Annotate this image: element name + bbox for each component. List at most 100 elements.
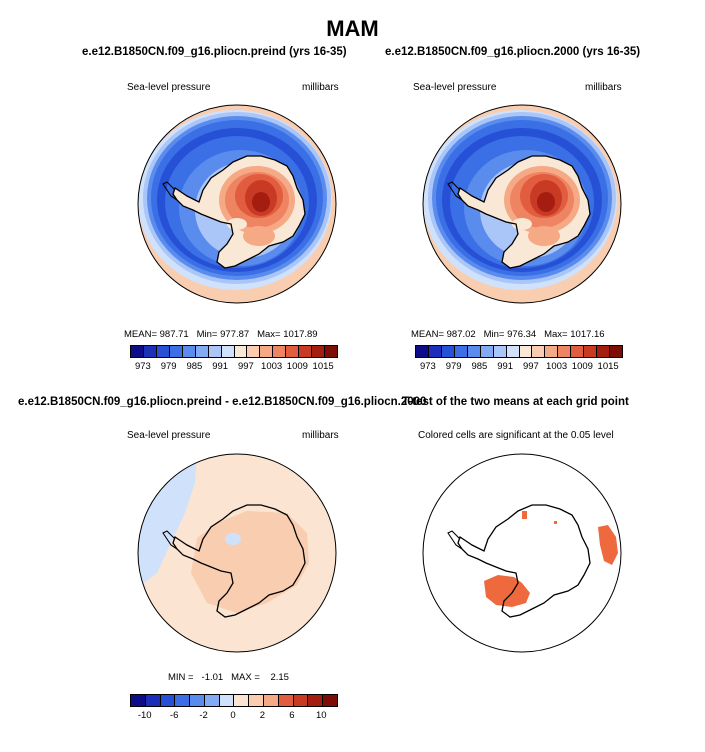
p3-units-label: millibars bbox=[302, 430, 339, 441]
colorbar-box bbox=[428, 346, 442, 357]
colorbar-tick-label: 991 bbox=[212, 361, 229, 372]
colorbar-box bbox=[312, 346, 326, 357]
colorbar-tick-label: 2 bbox=[259, 710, 266, 721]
colorbar-box bbox=[519, 346, 533, 357]
colorbar-box bbox=[175, 695, 191, 706]
colorbar-tick-label: 1009 bbox=[286, 361, 308, 372]
colorbar-box bbox=[571, 346, 585, 357]
map-boundary bbox=[422, 104, 622, 304]
colorbar-box bbox=[131, 346, 144, 357]
colorbar-box bbox=[264, 695, 279, 706]
map-boundary bbox=[137, 453, 337, 653]
colorbar-box bbox=[558, 346, 572, 357]
significant-region bbox=[554, 521, 557, 524]
peninsula-coastline bbox=[447, 181, 463, 201]
colorbar-tick-label: 973 bbox=[419, 361, 436, 372]
peninsula-coastline bbox=[162, 530, 178, 550]
map-boundary bbox=[422, 453, 622, 653]
p2-variable-label: Sea-level pressure bbox=[413, 82, 497, 93]
colorbar-box bbox=[221, 346, 235, 357]
p1-mean-value: 987.71 bbox=[159, 329, 189, 340]
p2-mean-label: MEAN= bbox=[411, 329, 444, 340]
significant-region bbox=[598, 525, 618, 565]
peninsula-coastline bbox=[162, 181, 178, 201]
colorbar-box bbox=[247, 346, 261, 357]
ttest-title: T-test of the two means at each grid poi… bbox=[402, 396, 629, 408]
colorbar-tick-label: -10 bbox=[137, 710, 152, 721]
colorbar-box bbox=[584, 346, 598, 357]
colorbar-box bbox=[260, 346, 274, 357]
antarctica-coastline bbox=[172, 155, 306, 269]
colorbar-tick-label: 997 bbox=[522, 361, 539, 372]
p1-mean-label: MEAN= bbox=[124, 329, 157, 340]
colorbar-box bbox=[441, 346, 455, 357]
p3-max-label: MAX = bbox=[231, 672, 260, 683]
colorbar-box bbox=[480, 346, 494, 357]
p2-colorbar bbox=[415, 345, 623, 358]
colorbar-box bbox=[204, 695, 220, 706]
colorbar-box bbox=[493, 346, 507, 357]
peninsula-coastline bbox=[447, 530, 463, 550]
difference-title: e.e12.B1850CN.f09_g16.pliocn.preind - e.… bbox=[18, 396, 427, 408]
field-contour bbox=[537, 192, 555, 212]
colorbar-box bbox=[286, 346, 300, 357]
colorbar-box bbox=[293, 695, 309, 706]
p1-variable-label: Sea-level pressure bbox=[127, 82, 211, 93]
p3-min-label: MIN = bbox=[168, 672, 194, 683]
p2-min-label: Min= bbox=[483, 329, 505, 340]
antarctica-coastline bbox=[457, 504, 591, 618]
p3-colorbar bbox=[130, 694, 338, 707]
colorbar-tick-label: 973 bbox=[134, 361, 151, 372]
colorbar-box bbox=[234, 346, 248, 357]
colorbar-box bbox=[219, 695, 235, 706]
colorbar-box bbox=[208, 346, 222, 357]
p2-colorbar-ticks: 973 979 985 991 997 1003 1009 1015 bbox=[415, 361, 621, 373]
colorbar-tick-label: 979 bbox=[445, 361, 462, 372]
colorbar-box bbox=[597, 346, 611, 357]
colorbar-box bbox=[532, 346, 546, 357]
colorbar-tick-label: 6 bbox=[289, 710, 295, 721]
significant-region bbox=[522, 511, 527, 519]
p3-stats: MIN = -1.01 MAX = 2.15 bbox=[168, 672, 289, 683]
colorbar-tick-label: -6 bbox=[169, 710, 179, 721]
colorbar-box bbox=[190, 695, 205, 706]
p2-mean-value: 987.02 bbox=[446, 329, 476, 340]
colorbar-box bbox=[160, 695, 176, 706]
p3-variable-label: Sea-level pressure bbox=[127, 430, 211, 441]
p1-colorbar-ticks: 973 979 985 991 997 1003 1009 1015 bbox=[130, 361, 336, 373]
p2-min-value: 976.34 bbox=[507, 329, 537, 340]
colorbar-box bbox=[234, 695, 250, 706]
colorbar-box bbox=[467, 346, 481, 357]
p1-min-label: Min= bbox=[196, 329, 218, 340]
p1-stats: MEAN= 987.71 Min= 977.87 Max= 1017.89 bbox=[124, 329, 318, 340]
colorbar-box bbox=[299, 346, 313, 357]
colorbar-tick-label: 10 bbox=[315, 710, 327, 721]
colorbar-box bbox=[325, 346, 337, 357]
case1-title: e.e12.B1850CN.f09_g16.pliocn.preind (yrs… bbox=[82, 46, 347, 58]
field-contour bbox=[528, 226, 560, 246]
colorbar-box bbox=[506, 346, 520, 357]
sea-level-pressure-map-2000 bbox=[422, 104, 622, 304]
colorbar-tick-label: 979 bbox=[160, 361, 177, 372]
case2-title: e.e12.B1850CN.f09_g16.pliocn.2000 (yrs 1… bbox=[385, 46, 641, 58]
colorbar-tick-label: -2 bbox=[199, 710, 208, 721]
colorbar-box bbox=[545, 346, 559, 357]
field-contour bbox=[243, 226, 275, 246]
p1-max-value: 1017.89 bbox=[283, 329, 318, 340]
p2-max-label: Max= bbox=[544, 329, 568, 340]
p3-min-value: -1.01 bbox=[201, 672, 224, 683]
colorbar-tick-label: 997 bbox=[237, 361, 254, 372]
p1-max-label: Max= bbox=[257, 329, 281, 340]
colorbar-tick-label: 1015 bbox=[312, 361, 334, 372]
ttest-significance-map bbox=[422, 453, 622, 653]
colorbar-box bbox=[156, 346, 170, 357]
colorbar-box bbox=[195, 346, 209, 357]
colorbar-tick-label: 985 bbox=[471, 361, 488, 372]
colorbar-tick-label: 1009 bbox=[571, 361, 593, 372]
p1-units-label: millibars bbox=[302, 82, 339, 93]
antarctica-coastline bbox=[457, 155, 591, 269]
colorbar-box bbox=[308, 695, 324, 706]
p3-colorbar-ticks: -10 -6 -2 0 2 6 10 bbox=[130, 710, 336, 722]
p2-stats: MEAN= 987.02 Min= 976.34 Max= 1017.16 bbox=[411, 329, 605, 340]
p1-colorbar bbox=[130, 345, 338, 358]
